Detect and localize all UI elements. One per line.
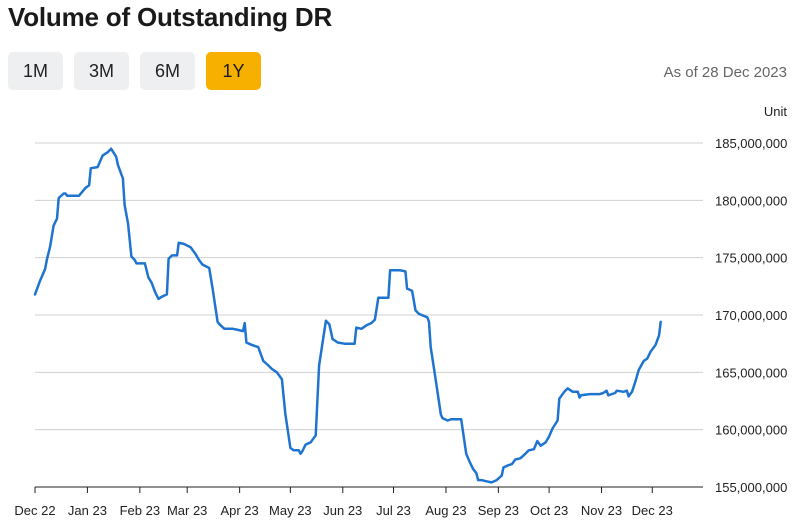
x-tick-label: Dec 23 [632, 503, 673, 518]
x-tick-label: Oct 23 [530, 503, 568, 518]
x-tick-label: May 23 [269, 503, 312, 518]
x-tick-label: Jun 23 [323, 503, 362, 518]
x-tick-label: Mar 23 [167, 503, 207, 518]
range-selector: 1M 3M 6M 1Y [8, 52, 261, 90]
x-tick-label: Feb 23 [120, 503, 160, 518]
x-tick-label: Jan 23 [68, 503, 107, 518]
series-line [33, 147, 662, 484]
y-tick-label: 155,000,000 [715, 480, 787, 495]
y-tick-label: 170,000,000 [715, 308, 787, 323]
range-button-1m[interactable]: 1M [8, 52, 63, 90]
x-tick-label: Jul 23 [376, 503, 411, 518]
x-tick-label: Apr 23 [220, 503, 258, 518]
grid-lines [35, 142, 703, 488]
y-tick-label: 180,000,000 [715, 193, 787, 208]
x-axis: Dec 22 Jan 23 Feb 23 Mar 23 Apr 23 May 23 Jun … [14, 486, 703, 518]
range-button-6m[interactable]: 6M [140, 52, 195, 90]
x-tick-label: Sep 23 [478, 503, 519, 518]
y-tick-label: 175,000,000 [715, 251, 787, 266]
x-tick-label: Dec 22 [14, 503, 55, 518]
page-title: Volume of Outstanding DR [8, 2, 333, 32]
as-of-date: As of 28 Dec 2023 [663, 64, 787, 81]
y-tick-label: 165,000,000 [715, 365, 787, 380]
y-tick-label: 185,000,000 [715, 136, 787, 151]
range-button-3m[interactable]: 3M [74, 52, 129, 90]
x-tick-label: Nov 23 [581, 503, 622, 518]
series-layer [33, 147, 662, 484]
y-tick-label: 160,000,000 [715, 423, 787, 438]
range-button-1y[interactable]: 1Y [206, 52, 261, 90]
y-axis-tick-labels: 185,000,000 180,000,000 175,000,000 170,000… [715, 136, 787, 495]
x-tick-label: Aug 23 [425, 503, 466, 518]
unit-label: Unit [763, 104, 787, 119]
